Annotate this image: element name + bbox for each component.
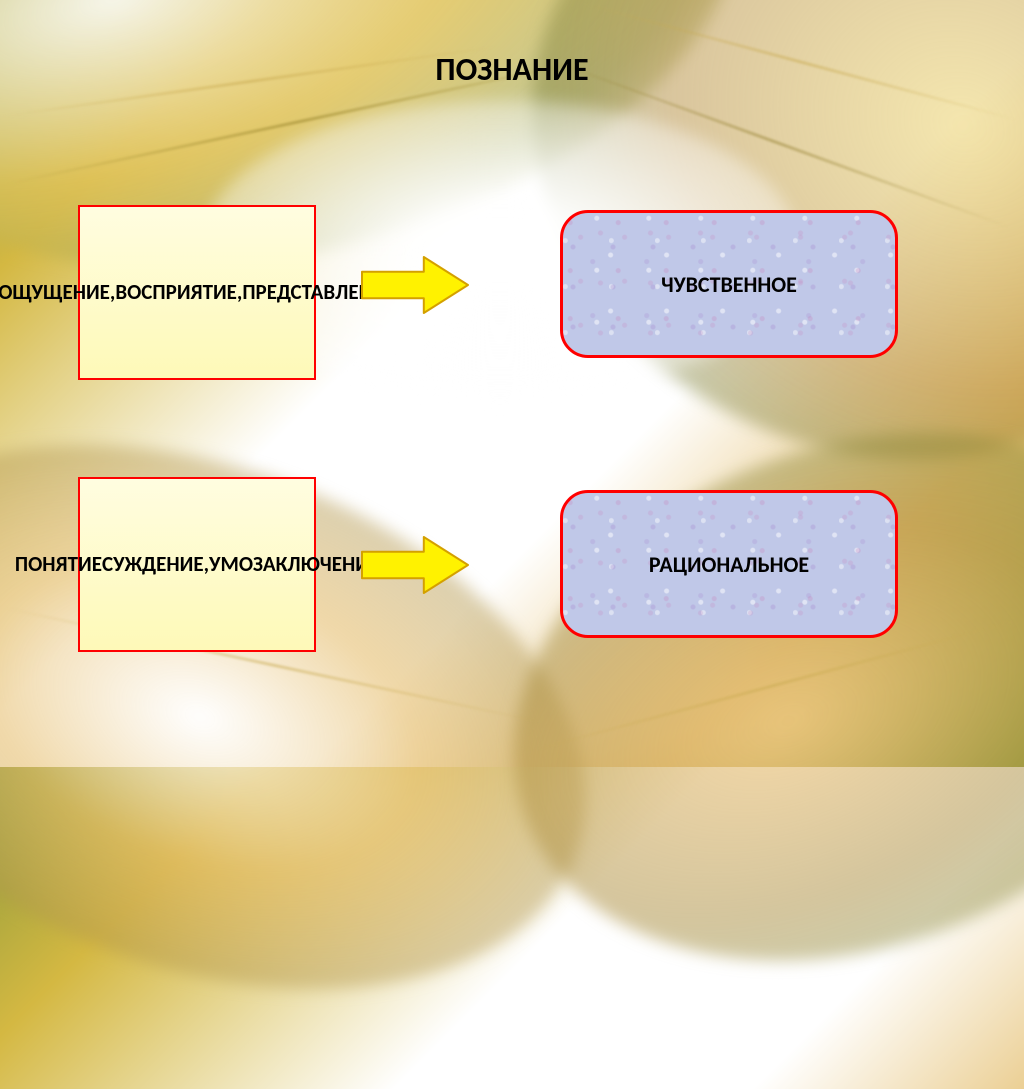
box-line: УМОЗАКЛЮЧЕНИЕ — [209, 551, 379, 577]
box-sensation-perception-representation: ОЩУЩЕНИЕ,ВОСПРИЯТИЕ,ПРЕДСТАВЛЕНИЕ — [78, 205, 316, 380]
box-sensory: ЧУВСТВЕННОЕ — [560, 210, 898, 358]
slide-content: ПОЗНАНИЕ ОЩУЩЕНИЕ,ВОСПРИЯТИЕ,ПРЕДСТАВЛЕН… — [0, 0, 1024, 767]
box-rational: РАЦИОНАЛЬНОЕ — [560, 490, 898, 638]
arrow-icon — [360, 535, 470, 595]
box-line: ВОСПРИЯТИЕ, — [115, 279, 242, 305]
box-line: ПОНЯТИЕ — [15, 551, 102, 577]
box-line: ОЩУЩЕНИЕ, — [0, 279, 115, 305]
box-concept-judgment-inference: ПОНЯТИЕСУЖДЕНИЕ,УМОЗАКЛЮЧЕНИЕ — [78, 477, 316, 652]
arrow-icon — [360, 255, 470, 315]
box-line: СУЖДЕНИЕ, — [102, 551, 209, 577]
slide-title: ПОЗНАНИЕ — [0, 50, 1024, 89]
